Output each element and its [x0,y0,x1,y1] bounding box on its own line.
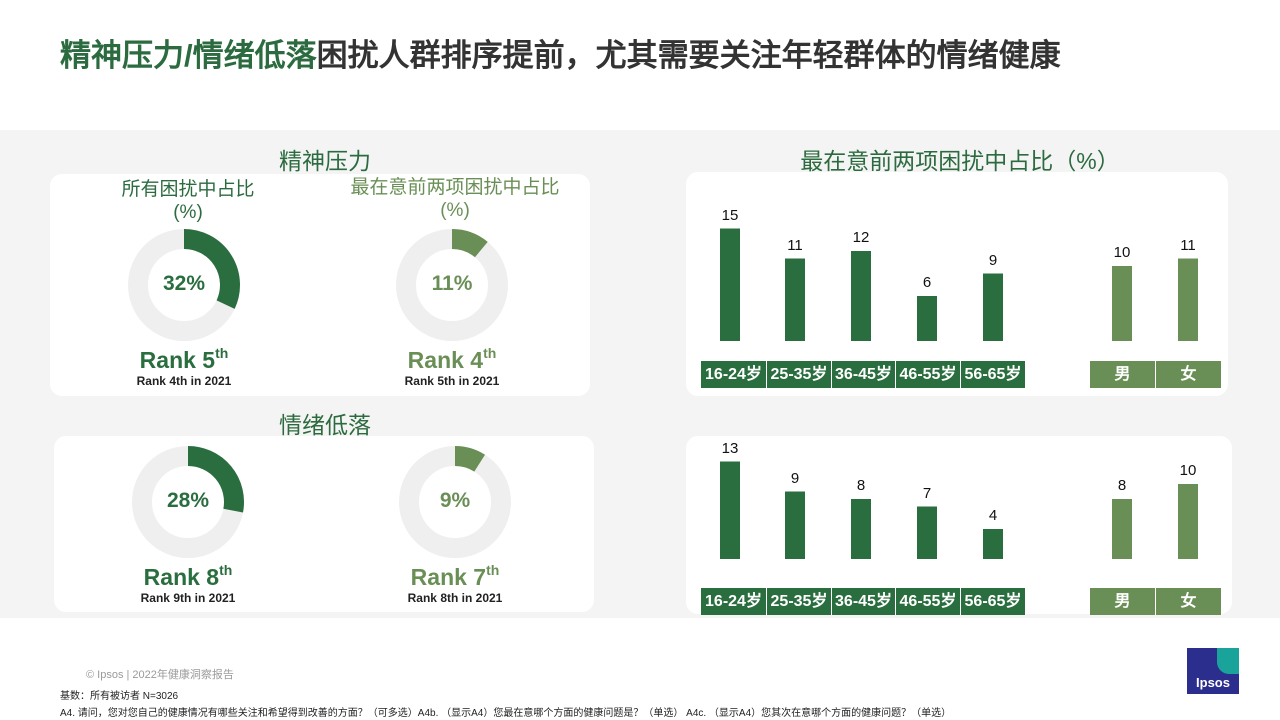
category-label: 25-35岁 [767,588,832,615]
rank-label: Rank 7th [355,562,555,591]
category-label: 46-55岁 [896,361,961,388]
donut-percent: 11% [431,272,473,295]
bar [917,506,937,559]
ipsos-logo: Ipsos [1187,648,1239,694]
rank-main: Rank 7 [410,564,487,590]
rank-suffix: th [215,345,229,361]
mood-bar-panel [686,436,1232,614]
question-note: A4. 请问，您对您自己的健康情况有哪些关注和希望得到改善的方面？（可多选）A4… [60,708,952,719]
bar [983,273,1003,341]
logo-text: Ipsos [1196,675,1230,690]
bar-value-label: 10 [1113,244,1131,261]
bar-value-label: 12 [852,229,870,246]
category-label: 16-24岁 [701,361,767,388]
bar-value-label: 11 [1180,236,1196,254]
title-highlight: 精神压力/情绪低落 [60,38,317,73]
bar [851,499,871,559]
rank-2021: Rank 9th in 2021 [140,591,236,605]
rank-label: Rank 8th [88,562,288,591]
donut-segment [183,229,240,309]
rank-main: Rank 4 [407,347,484,373]
category-label: 46-55岁 [896,588,961,615]
category-label: 36-45岁 [832,588,896,615]
mood-section-title: 情绪低落 [279,412,371,438]
rank-label: Rank 4th [352,345,552,374]
bar [720,228,740,341]
rank-suffix: th [219,562,233,578]
page-title: 精神压力/情绪低落困扰人群排序提前，尤其需要关注年轻群体的情绪健康 [60,30,1061,75]
donut-label-all: 所有困扰中占比 (%) [88,178,288,224]
title-rest: 困扰人群排序提前，尤其需要关注年轻群体的情绪健康 [316,38,1061,73]
rank-2021: Rank 4th in 2021 [136,374,232,388]
category-label: 男 [1090,361,1156,388]
category-label: 56-65岁 [961,588,1026,615]
rank-suffix: th [486,562,500,578]
bar-value-label: 9 [790,469,800,487]
bar [785,258,805,341]
rank-main: Rank 8 [143,564,220,590]
bar-value-label: 9 [988,251,998,269]
category-label: 女 [1156,588,1222,615]
donut-percent: 32% [162,272,206,295]
bar [785,491,805,559]
stress-bar-panel [686,172,1228,396]
category-label: 25-35岁 [767,361,832,388]
donut-segment [451,229,488,258]
rank-suffix: th [483,345,497,361]
bar [720,461,740,559]
category-label: 56-65岁 [961,361,1026,388]
copyright: © Ipsos | 2022年健康洞察报告 [86,669,234,681]
bar-value-label: 6 [922,274,932,291]
donut-percent: 28% [166,489,210,512]
bar [1178,484,1198,559]
bar-value-label: 15 [721,206,739,224]
rank-label: Rank 5th [84,345,284,374]
donut-percent: 9% [439,489,471,512]
donut-segment [454,446,486,472]
rank-2021: Rank 5th in 2021 [404,374,500,388]
bar-value-label: 8 [1117,477,1127,494]
bar [983,529,1003,559]
bar-value-label: 8 [856,477,866,494]
category-label: 36-45岁 [832,361,896,388]
bar-value-label: 7 [922,484,932,502]
donut-label-top2-text: 最在意前两项困扰中占比 (%) [350,177,560,221]
category-label: 女 [1156,361,1222,388]
bar [851,251,871,341]
donut-label-top2: 最在意前两项困扰中占比 (%) [330,176,580,222]
category-label: 16-24岁 [701,588,767,615]
bar-section-title: 最在意前两项困扰中占比（%） [800,148,1120,174]
bar-value-label: 13 [721,439,739,457]
bar [1112,499,1132,559]
bar [917,296,937,341]
bar [1178,258,1198,341]
base-note: 基数：所有被访者 N=3026 [60,691,179,702]
bar-value-label: 10 [1179,462,1197,479]
bar-value-label: 4 [988,507,998,524]
category-label: 男 [1090,588,1156,615]
bar-value-label: 11 [787,236,803,254]
rank-2021: Rank 8th in 2021 [407,591,503,605]
rank-main: Rank 5 [139,347,216,373]
stress-section-title: 精神压力 [279,148,371,174]
donut-segment [187,446,244,513]
donut-label-all-text: 所有困扰中占比 (%) [121,179,255,223]
bar [1112,266,1132,341]
